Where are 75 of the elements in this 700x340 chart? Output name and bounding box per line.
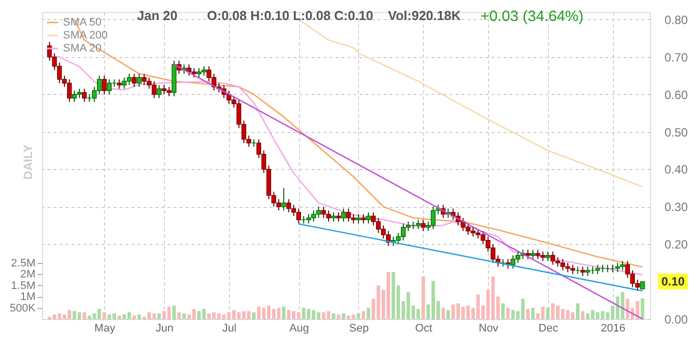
bar — [182, 313, 186, 319]
x-tick-label: Oct — [415, 322, 432, 334]
x-tick-label: Sep — [349, 322, 369, 334]
x-tick-label: Jun — [156, 322, 174, 334]
candlestick — [102, 75, 107, 95]
bar — [118, 316, 122, 319]
bar — [342, 313, 346, 319]
x-tick-label: 2016 — [600, 322, 626, 334]
x-tick-label: Jul — [222, 322, 236, 334]
candlestick — [545, 251, 550, 262]
x-tick-label: Nov — [478, 322, 499, 334]
y-tick-label: 0.30 — [664, 200, 688, 214]
bar — [157, 313, 161, 319]
y-tick-label: 0.50 — [664, 125, 688, 140]
bar — [421, 276, 425, 319]
y-tick-label: 0.60 — [664, 88, 688, 102]
x-tick-label: Dec — [538, 322, 559, 334]
bar — [526, 308, 530, 319]
bar — [356, 313, 360, 319]
bar — [172, 306, 176, 319]
annotation: +0.03 (34.64%) — [480, 8, 584, 25]
candlestick — [580, 266, 586, 276]
candlestick — [132, 73, 137, 88]
bar — [446, 310, 450, 319]
bar — [102, 312, 106, 319]
text: 0.10 — [661, 274, 685, 289]
bar — [366, 308, 370, 319]
candlestick — [331, 212, 336, 222]
candlestick — [82, 88, 87, 102]
bar — [282, 306, 286, 319]
candlestick — [416, 219, 421, 230]
y-tick-label: 0.40 — [664, 162, 688, 177]
candlestick — [420, 219, 426, 232]
candlestick — [361, 214, 366, 224]
candlestick — [136, 73, 142, 88]
y2-tick-label: 2.5M — [11, 257, 36, 270]
bar — [506, 308, 510, 319]
y2-tick-label: 500K — [10, 302, 36, 314]
bar — [546, 308, 550, 319]
candlestick — [281, 187, 286, 211]
bar — [501, 303, 505, 319]
candlestick — [585, 266, 590, 276]
bar — [332, 313, 336, 319]
bar — [82, 312, 86, 319]
y-tick-label: 0.00 — [664, 312, 688, 326]
bar — [362, 311, 366, 319]
bar — [531, 308, 535, 319]
y-tick-label: 0.70 — [664, 50, 688, 64]
bar — [580, 311, 584, 319]
y2-tick-label: 1.5M — [11, 280, 36, 292]
bar — [576, 303, 580, 319]
x-tick-label: Aug — [289, 322, 309, 334]
annotation: Vol:920.18K — [388, 8, 462, 23]
candlestick — [116, 78, 122, 90]
bar — [336, 314, 340, 319]
bar — [441, 308, 445, 319]
bar — [177, 312, 181, 319]
annotation: O:0.08 H:0.10 L:0.08 C:0.10 — [207, 8, 374, 23]
x-tick-label: May — [94, 322, 116, 334]
bar — [132, 316, 136, 319]
candlestick — [336, 212, 341, 222]
bar — [252, 312, 256, 319]
candlestick — [366, 212, 371, 224]
candlestick — [341, 208, 346, 222]
candlestick — [156, 84, 162, 99]
y-tick-label: 0.20 — [664, 238, 688, 252]
bar — [137, 314, 141, 319]
y2-tick-label: 2M — [20, 268, 36, 281]
candlestick — [526, 249, 530, 260]
y-tick-label: 0.80 — [664, 12, 688, 27]
candlestick — [356, 214, 361, 224]
bar — [640, 298, 644, 319]
annotation: Jan 20 — [137, 8, 178, 23]
y2-tick-label: 1M — [20, 291, 36, 304]
candlestick — [530, 249, 536, 260]
